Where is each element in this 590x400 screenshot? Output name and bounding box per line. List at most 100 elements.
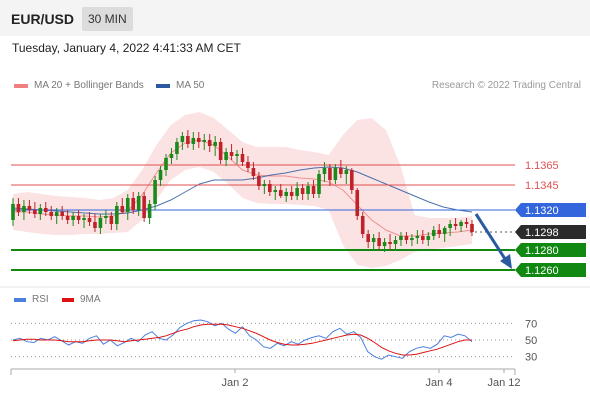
level-label-1-1260: 1.1260 [525, 265, 559, 277]
level-tag-1-1260 [515, 263, 586, 277]
candle-body [38, 208, 43, 214]
level-label-1-1320: 1.1320 [525, 205, 559, 217]
candle-body [164, 158, 168, 170]
candle-body [399, 236, 403, 240]
candle-body [328, 168, 332, 180]
candle-body [278, 190, 283, 196]
x-tick-label: Jan 12 [487, 377, 520, 389]
candle-body [142, 196, 146, 218]
candle-body [60, 212, 64, 216]
candle-body [442, 228, 447, 234]
x-tick-label: Jan 2 [222, 377, 249, 389]
candle-body [49, 212, 54, 216]
candle-body [43, 208, 48, 212]
candle-body [11, 204, 15, 220]
level-tag-1-1320 [515, 203, 586, 217]
rsi-tick-label: 30 [525, 352, 537, 364]
rsi-line [12, 319, 473, 360]
candle-body [437, 230, 442, 234]
ma50-swatch [156, 83, 170, 88]
bb-legend-label: MA 20 + Bollinger Bands [34, 80, 144, 91]
research-credit: Research © 2022 Trading Central [431, 80, 581, 91]
candle-body [202, 140, 207, 142]
candle-body [382, 242, 387, 246]
level-label-1-1365: 1.1365 [525, 160, 559, 172]
level-tag-1-1298 [515, 225, 586, 239]
candle-body [410, 238, 414, 240]
candle-body [147, 204, 152, 218]
candle-body [448, 224, 452, 228]
candle-body [104, 216, 108, 218]
ma50-legend-label: MA 50 [176, 80, 205, 91]
candle-body [109, 216, 114, 224]
candle-body [306, 186, 310, 194]
candle-body [344, 170, 349, 174]
candle-body [27, 206, 32, 210]
candle-body [191, 138, 196, 144]
candle-body [431, 230, 436, 236]
candle-body [153, 180, 157, 204]
candle-body [421, 236, 425, 240]
timeframe-button[interactable]: 30 MIN [82, 7, 133, 31]
top-bar: EUR/USD 30 MIN [0, 0, 590, 36]
candle-body [289, 192, 294, 196]
candle-body [207, 140, 212, 146]
candle-body [355, 190, 360, 216]
rsi-tick-label: 50 [525, 335, 537, 347]
rsi-ma-line [12, 323, 472, 356]
candle-body [22, 206, 26, 212]
level-tag-1-1280 [515, 243, 586, 257]
candle-body [136, 196, 141, 210]
rsi-tick-label: 70 [525, 318, 537, 330]
candle-body [115, 206, 119, 224]
level-label-1-1345: 1.1345 [525, 180, 559, 192]
level-label-1-1298: 1.1298 [525, 227, 559, 239]
forecast-arrow-shaft [474, 213, 509, 263]
candle-body [16, 204, 21, 212]
candle-body [295, 188, 299, 196]
level-label-1-1280: 1.1280 [525, 245, 559, 257]
candle-body [349, 170, 354, 190]
candle-body [404, 236, 409, 240]
candle-body [366, 234, 370, 242]
datetime-label: Tuesday, January 4, 2022 4:41:33 AM CET [12, 41, 241, 55]
rsi-ma-legend: 9MA [62, 294, 101, 305]
candle-body [76, 216, 81, 220]
rsi-swatch [14, 297, 26, 302]
candle-body [120, 206, 125, 212]
candle-body [98, 218, 103, 228]
candle-body [284, 192, 289, 196]
forecast-arrow-head [500, 254, 512, 269]
candle-body [175, 142, 179, 154]
candle-body [218, 142, 223, 160]
candle-body [196, 138, 201, 142]
rsi-ma-legend-label: 9MA [80, 294, 101, 305]
candle-body [131, 198, 136, 210]
candle-body [229, 152, 234, 156]
candle-body [251, 168, 256, 176]
candle-body [388, 242, 392, 244]
ma50-legend: MA 50 [156, 80, 204, 91]
candle-body [311, 186, 316, 194]
candle-body [87, 218, 92, 222]
candle-body [393, 240, 398, 244]
candle-body [82, 218, 86, 220]
candle-body [322, 168, 327, 174]
candle-body [268, 184, 272, 192]
candle-body [453, 224, 458, 226]
candle-body [317, 174, 321, 194]
candle-body [169, 154, 174, 158]
candle-body [235, 154, 239, 156]
candle-body [333, 168, 338, 180]
candle-body [273, 190, 278, 192]
candle-body [33, 210, 37, 214]
candle-body [257, 176, 261, 186]
x-tick-label: Jan 4 [426, 377, 453, 389]
rsi-legend-label: RSI [32, 294, 49, 305]
candle-body [54, 212, 59, 216]
bb-swatch [14, 83, 28, 88]
candle-body [371, 238, 376, 242]
candle-body [262, 184, 267, 186]
candle-body [71, 216, 75, 220]
